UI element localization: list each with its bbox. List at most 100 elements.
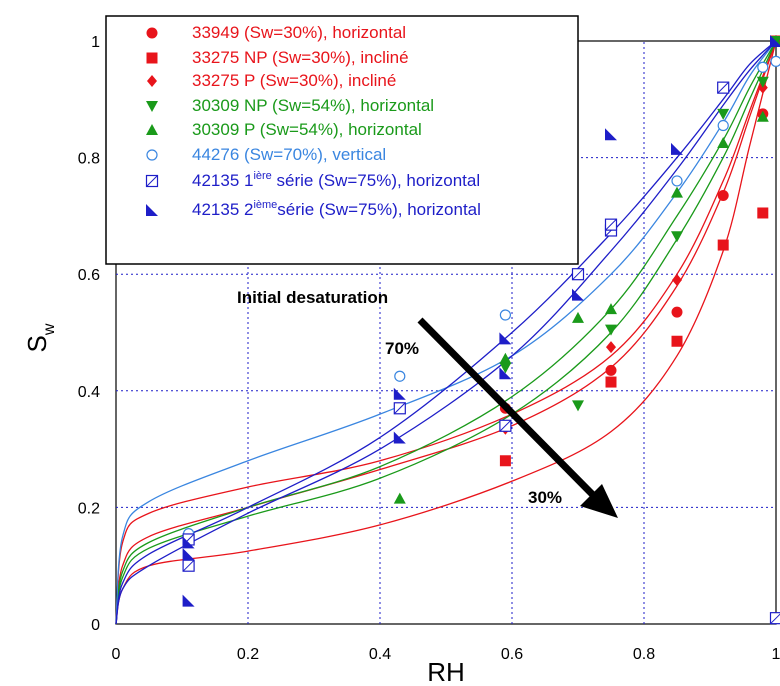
x-tick-label: 0.8 bbox=[633, 646, 655, 663]
data-point bbox=[770, 55, 780, 68]
legend-label: 33275 NP (Sw=30%), incliné bbox=[192, 48, 409, 67]
desaturation-arrow bbox=[417, 317, 618, 518]
data-point bbox=[499, 367, 512, 380]
data-point bbox=[499, 419, 512, 432]
data-point bbox=[605, 364, 617, 376]
y-tick-labels: 0 0.2 0.4 0.6 0.8 1 bbox=[78, 34, 100, 634]
y-axis-title-sub: w bbox=[41, 323, 58, 336]
data-point bbox=[571, 268, 585, 281]
legend-entry-2: 33275 NP (Sw=30%), incliné bbox=[146, 48, 409, 67]
annotation-30: 30% bbox=[528, 488, 562, 507]
legend-label: 42135 2ièmesérie (Sw=75%), horizontal bbox=[192, 199, 481, 219]
data-point bbox=[182, 548, 195, 561]
series-7-points bbox=[182, 81, 780, 625]
data-points bbox=[182, 35, 780, 625]
legend-entry-6: 44276 (Sw=70%), vertical bbox=[146, 145, 386, 164]
x-tick-label: 1 bbox=[772, 646, 780, 663]
data-point bbox=[605, 128, 617, 141]
data-point bbox=[499, 362, 512, 374]
data-point bbox=[717, 108, 730, 120]
legend-label: 33949 (Sw=30%), horizontal bbox=[192, 23, 406, 42]
data-point bbox=[671, 335, 683, 347]
x-axis-title: RH bbox=[427, 657, 465, 686]
fit-curve-8 bbox=[115, 40, 777, 625]
y-axis-title-main: S bbox=[22, 335, 52, 352]
x-tick-labels: 0 0.2 0.4 0.6 0.8 1 bbox=[112, 646, 780, 663]
data-point bbox=[604, 218, 618, 231]
legend-entry-1: 33949 (Sw=30%), horizontal bbox=[146, 23, 406, 42]
x-tick-label: 0 bbox=[112, 646, 121, 663]
data-point bbox=[182, 559, 195, 572]
data-point bbox=[605, 303, 617, 315]
data-point bbox=[499, 309, 511, 321]
data-point bbox=[717, 239, 729, 251]
data-point bbox=[717, 119, 729, 132]
data-point bbox=[499, 352, 512, 364]
data-point bbox=[717, 189, 729, 201]
data-point bbox=[770, 35, 780, 47]
data-point bbox=[671, 186, 683, 198]
legend-entry-5: 30309 P (Sw=54%), horizontal bbox=[146, 120, 422, 139]
y-tick-label: 0.8 bbox=[78, 151, 100, 168]
data-point bbox=[182, 594, 195, 607]
legend-entry-4: 30309 NP (Sw=54%), horizontal bbox=[146, 96, 434, 115]
legend-marker bbox=[146, 204, 158, 216]
data-point bbox=[572, 400, 584, 412]
annotation-initial-desaturation: Initial desaturation bbox=[237, 288, 388, 307]
data-point bbox=[756, 110, 769, 122]
data-point bbox=[393, 402, 406, 415]
data-point bbox=[605, 376, 617, 388]
data-point bbox=[717, 81, 730, 94]
y-tick-label: 0.2 bbox=[78, 500, 100, 517]
legend-marker bbox=[147, 75, 157, 87]
legend-label: 33275 P (Sw=30%), incliné bbox=[192, 71, 396, 90]
x-tick-label: 0.2 bbox=[237, 646, 259, 663]
legend-entry-3: 33275 P (Sw=30%), incliné bbox=[147, 71, 396, 90]
y-tick-label: 0.6 bbox=[78, 267, 100, 284]
y-tick-label: 1 bbox=[91, 34, 100, 51]
legend-box bbox=[105, 15, 579, 265]
data-point bbox=[605, 324, 617, 336]
series-6-points bbox=[183, 55, 780, 540]
legend-label: 42135 1ière série (Sw=75%), horizontal bbox=[192, 170, 480, 190]
data-point bbox=[757, 61, 769, 73]
data-point bbox=[671, 175, 683, 187]
data-point bbox=[182, 536, 195, 549]
series-8-points bbox=[182, 35, 780, 607]
data-point bbox=[572, 311, 584, 323]
svg-text:Sw: Sw bbox=[22, 323, 58, 352]
data-point bbox=[393, 387, 406, 400]
data-point bbox=[572, 288, 584, 301]
data-point bbox=[769, 612, 780, 625]
x-tick-label: 0.6 bbox=[501, 646, 523, 663]
data-point bbox=[606, 341, 616, 354]
legend: 33949 (Sw=30%), horizontal 33275 NP (Sw=3… bbox=[105, 15, 579, 265]
legend-label: 30309 P (Sw=54%), horizontal bbox=[192, 120, 422, 139]
data-point bbox=[393, 431, 406, 444]
data-point bbox=[757, 207, 769, 219]
legend-marker bbox=[146, 149, 158, 161]
legend-marker bbox=[146, 101, 158, 112]
y-tick-label: 0 bbox=[91, 617, 100, 634]
data-point bbox=[499, 455, 511, 467]
data-point bbox=[756, 76, 769, 88]
legend-label: 30309 NP (Sw=54%), horizontal bbox=[192, 96, 434, 115]
data-point bbox=[393, 492, 406, 504]
data-point bbox=[717, 137, 730, 149]
legend-label: 44276 (Sw=70%), vertical bbox=[192, 145, 386, 164]
data-point bbox=[672, 274, 682, 287]
y-axis-title: Sw bbox=[22, 323, 58, 352]
legend-entry-7: 42135 1ière série (Sw=75%), horizontal bbox=[145, 170, 480, 190]
fit-curve-2 bbox=[115, 40, 777, 625]
data-point bbox=[671, 142, 683, 155]
data-point bbox=[671, 231, 683, 243]
legend-marker bbox=[146, 52, 158, 64]
data-point bbox=[671, 306, 683, 318]
legend-marker bbox=[145, 174, 159, 188]
annotation-70: 70% bbox=[385, 339, 419, 358]
legend-marker bbox=[146, 124, 158, 135]
y-tick-label: 0.4 bbox=[78, 384, 100, 401]
x-tick-label: 0.4 bbox=[369, 646, 391, 663]
data-point bbox=[394, 370, 406, 382]
